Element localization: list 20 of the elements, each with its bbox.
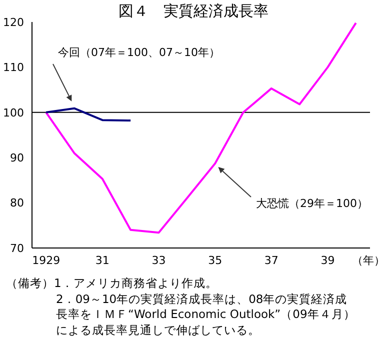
x-tick-label: 35 [208, 254, 222, 267]
y-tick-label: 90 [10, 152, 24, 165]
y-tick-label: 80 [10, 196, 24, 210]
x-tick-label: 37 [264, 254, 278, 267]
annotation: 今回（07年＝100、07～10年） [58, 46, 220, 59]
chart-title: 図４ 実質経済成長率 [118, 2, 268, 20]
y-tick-label: 70 [10, 242, 24, 255]
line-series [45, 22, 357, 234]
text: （備考）1．アメリカ商務省より作成。 [6, 276, 218, 292]
text: 2．09～10年の実質経済成長率は、08年の実質経済成長率をＩＭＦ“World Economic Outlook”（09年４月）による成長率見通しで伸ばしている。 [56, 292, 356, 338]
annotation: 大恐慌（29年＝100） [256, 197, 368, 210]
x-tick-label: 1929 [32, 254, 60, 267]
x-axis-title: （年） [352, 254, 385, 267]
y-tick-label: 110 [3, 61, 24, 74]
x-tick-label: 33 [152, 254, 166, 267]
line-series [45, 107, 132, 122]
y-tick-label: 100 [3, 106, 24, 120]
y-tick-label: 120 [3, 16, 24, 29]
x-tick-label: 39 [320, 254, 335, 267]
x-tick-label: 31 [95, 254, 110, 267]
